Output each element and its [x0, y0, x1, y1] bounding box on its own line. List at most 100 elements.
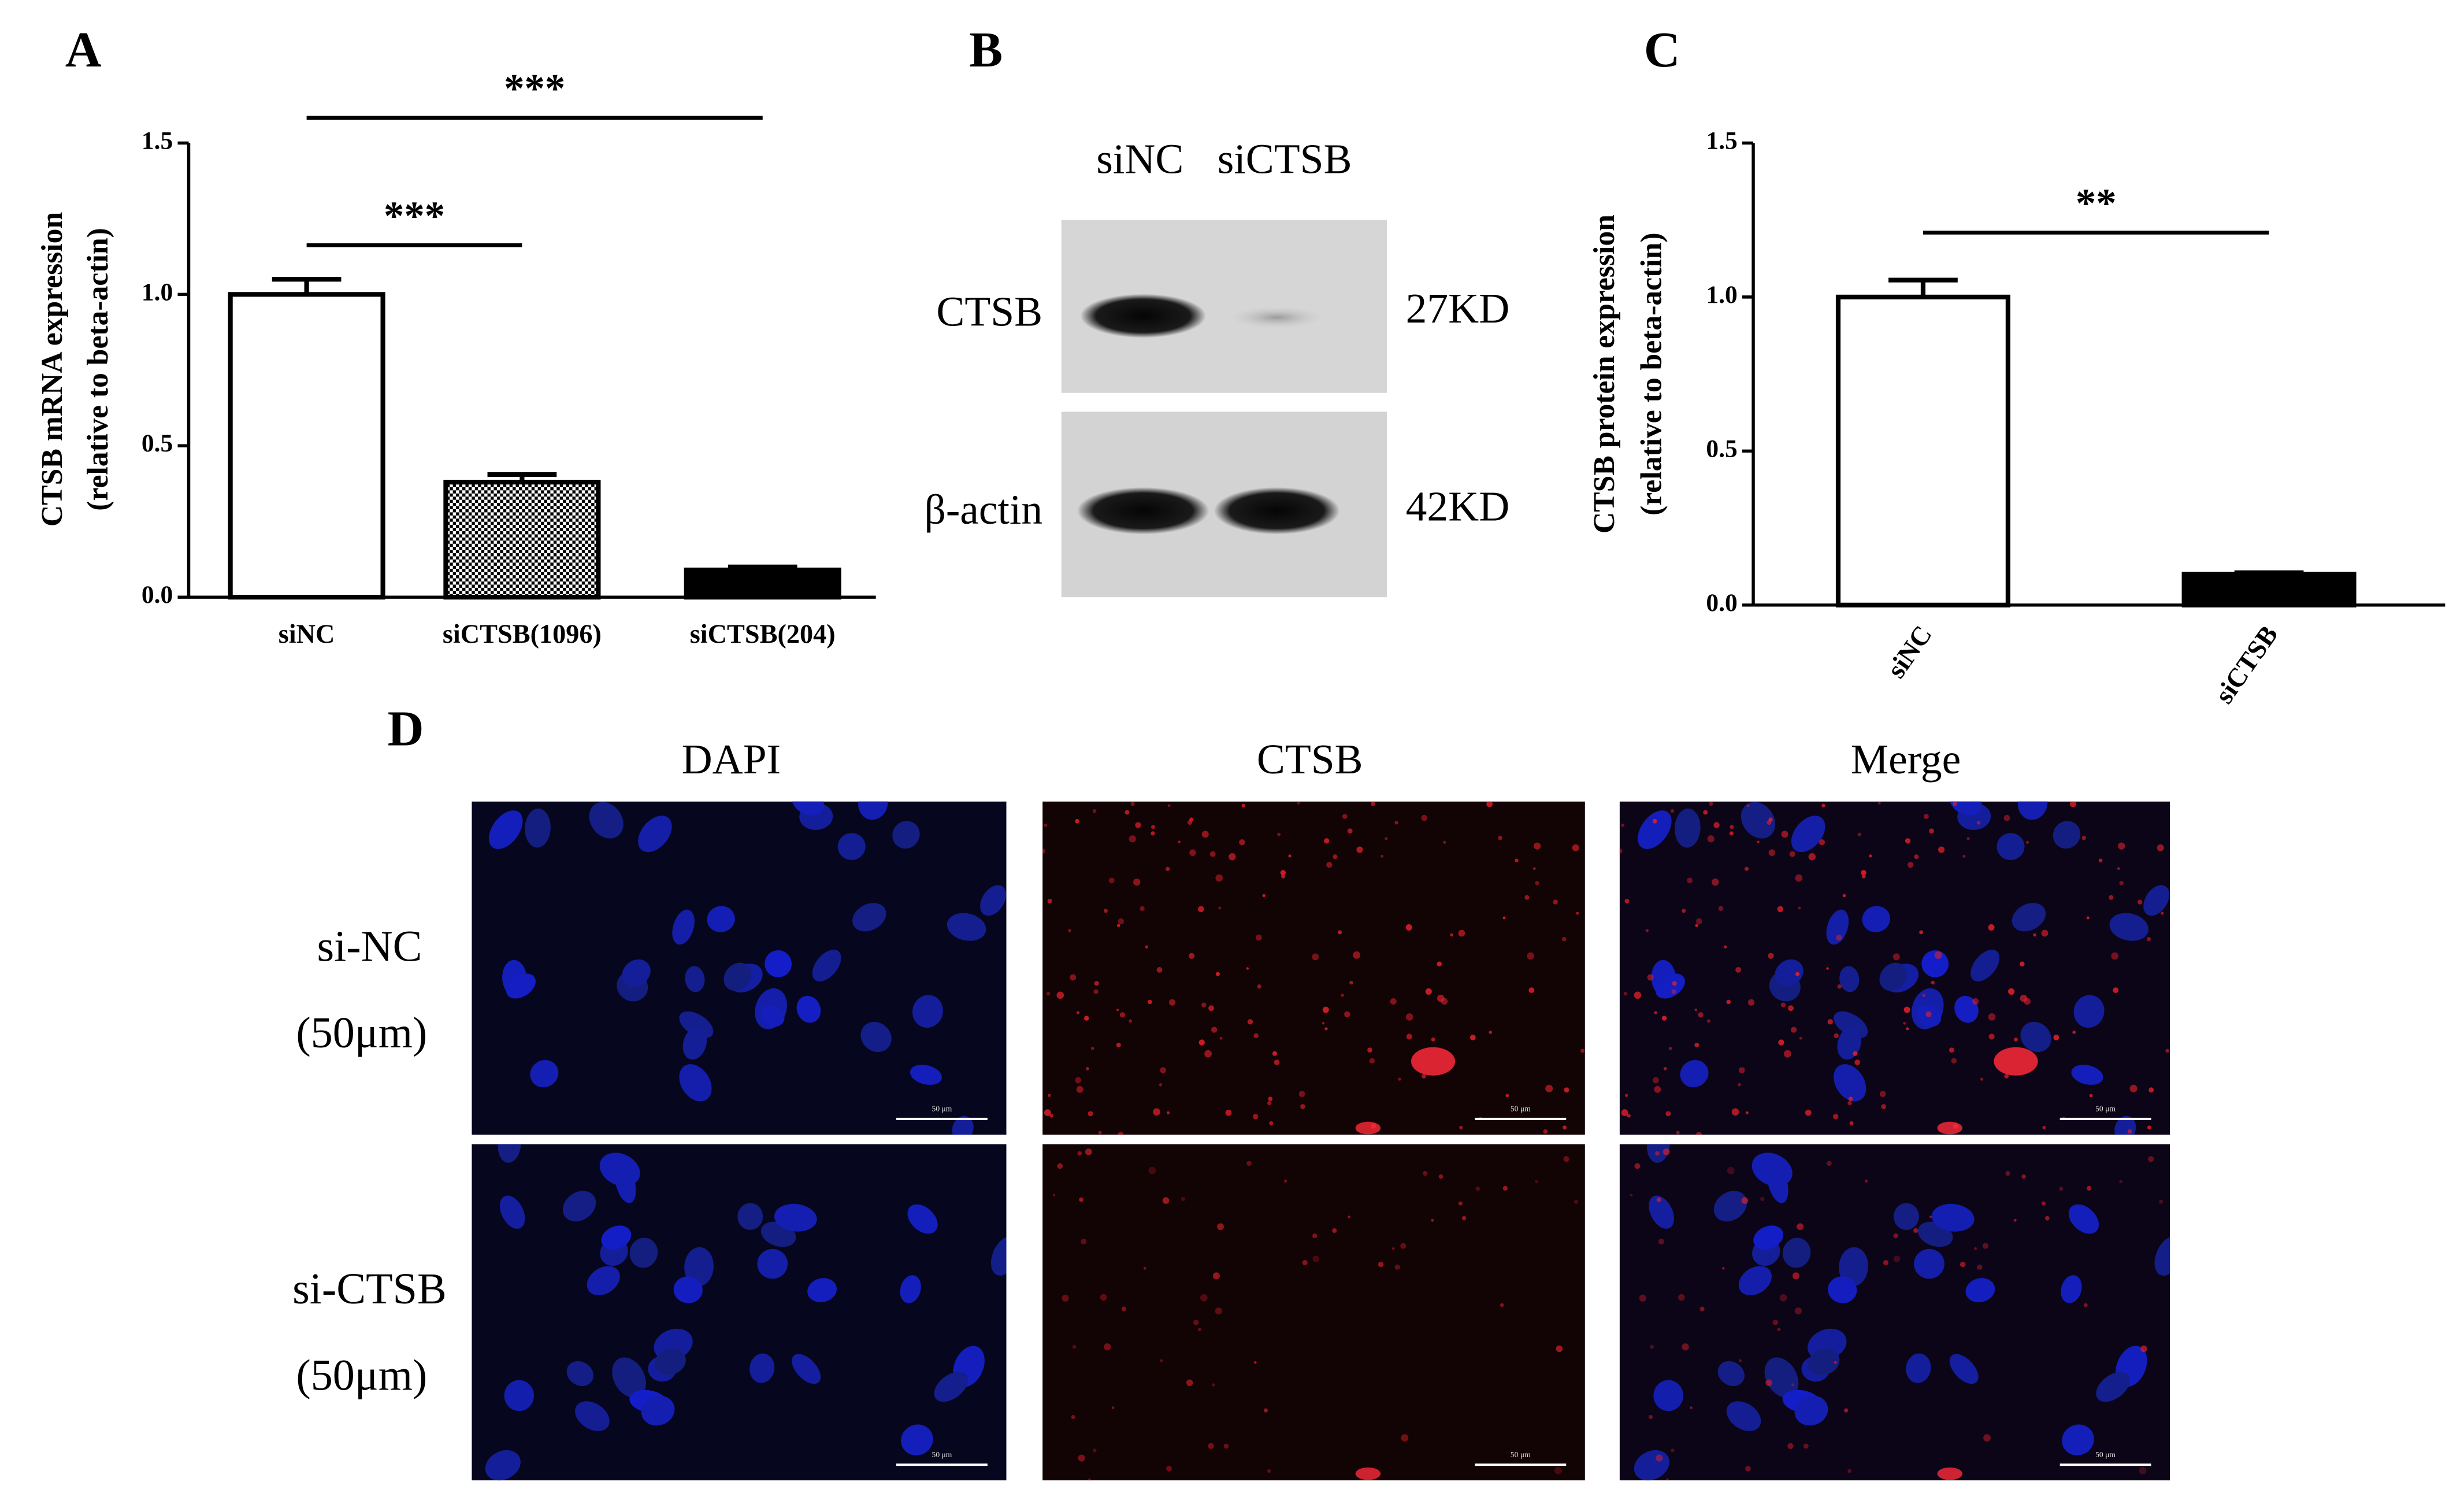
nucleus — [575, 1401, 610, 1431]
ctsb-signal — [1431, 1218, 1434, 1222]
ctsb-signal — [1738, 1067, 1745, 1073]
nucleus — [1828, 1276, 1857, 1303]
panel-label: D — [388, 701, 424, 757]
nucleus — [837, 833, 866, 860]
nucleus — [912, 995, 943, 1028]
nucleus — [737, 1203, 763, 1230]
ctsb-signal — [1535, 1180, 1539, 1184]
ctsb-signal — [2081, 835, 2086, 840]
ctsb-signal — [1682, 1343, 1689, 1351]
ctsb-signal — [1665, 1111, 1671, 1117]
ctsb-signal — [1949, 1047, 1954, 1053]
ctsb-signal — [1268, 1096, 1273, 1102]
ctsb-signal — [1421, 814, 1428, 821]
ctsb-signal — [1982, 1243, 1988, 1249]
ctsb-signal — [1076, 1011, 1080, 1014]
y-tick-label: 1.0 — [1706, 281, 1737, 309]
nucleus — [562, 1191, 596, 1222]
ctsb-signal — [1405, 1013, 1413, 1021]
ctsb-signal — [1166, 1111, 1170, 1114]
y-tick-label: 1.5 — [1706, 127, 1737, 154]
ctsb-signal — [1670, 809, 1675, 813]
ctsb-signal — [1070, 974, 1077, 981]
nucleus — [2017, 801, 2048, 820]
ctsb-signal — [1068, 929, 1071, 932]
ctsb-signal — [2072, 1031, 2076, 1034]
ctsb-signal — [1241, 803, 1245, 807]
ctsb-signal — [1690, 1406, 1693, 1409]
ctsb-signal — [1757, 840, 1760, 843]
nucleus — [2073, 995, 2105, 1028]
nucleus — [812, 950, 841, 981]
nucleus — [1931, 1203, 1975, 1232]
nucleus — [791, 801, 825, 816]
column-title: DAPI — [682, 736, 781, 783]
nucleus — [530, 1059, 559, 1088]
ctsb-signal — [1422, 1074, 1426, 1079]
ctsb-signal — [1980, 1077, 1984, 1081]
nucleus — [638, 816, 672, 853]
ctsb-signal — [1197, 906, 1204, 913]
ctsb-signal — [1302, 1259, 1308, 1265]
row-label: si-NC — [317, 922, 422, 970]
ctsb-signal — [1209, 851, 1216, 857]
ctsb-signal — [1044, 823, 1048, 827]
micrograph: 50 μm — [1042, 801, 1585, 1135]
ctsb-signal — [2127, 1129, 2132, 1134]
ctsb-signal — [1247, 1019, 1253, 1025]
micrograph: 50 μm — [1619, 801, 2170, 1135]
ctsb-signal — [2024, 998, 2031, 1005]
ctsb-signal — [1405, 924, 1412, 931]
ctsb-signal — [1994, 1047, 2038, 1076]
ctsb-signal — [1215, 1307, 1222, 1315]
ctsb-signal — [1225, 1109, 1232, 1116]
nucleus — [2020, 1021, 2051, 1053]
ctsb-signal — [1167, 804, 1171, 807]
ctsb-signal — [1470, 1034, 1476, 1040]
ctsb-signal — [1353, 951, 1361, 959]
ctsb-signal — [1262, 894, 1266, 898]
ctsb-signal — [1283, 1179, 1287, 1183]
ctsb-signal — [1879, 1091, 1886, 1097]
nucleus — [757, 1249, 788, 1279]
nucleus — [1914, 1249, 1945, 1279]
ctsb-signal — [1398, 1077, 1401, 1081]
ctsb-signal — [1797, 1223, 1804, 1231]
ctsb-signal — [1046, 991, 1051, 996]
nucleus — [2062, 1424, 2094, 1455]
ctsb-signal — [1162, 1197, 1170, 1204]
ctsb-signal — [1937, 1467, 1962, 1480]
ctsb-signal — [1792, 1272, 1799, 1280]
nucleus — [504, 1380, 535, 1412]
nucleus — [1921, 950, 1949, 977]
nucleus — [907, 1204, 938, 1234]
ctsb-signal — [1208, 1005, 1215, 1012]
ctsb-signal — [1145, 945, 1149, 949]
nucleus — [1649, 1195, 1674, 1229]
ctsb-signal — [1670, 1448, 1675, 1453]
ctsb-signal — [1545, 1084, 1553, 1092]
ctsb-signal — [1505, 1094, 1509, 1098]
ctsb-signal — [1204, 1050, 1212, 1058]
nucleus — [2096, 1372, 2130, 1402]
ctsb-signal — [1189, 817, 1194, 822]
blot-row-label: CTSB — [936, 288, 1042, 335]
ctsb-signal — [1153, 1108, 1160, 1116]
ctsb-signal — [1842, 894, 1846, 898]
ctsb-signal — [1223, 1443, 1229, 1449]
ctsb-signal — [1634, 1163, 1641, 1169]
ctsb-signal — [1322, 1006, 1329, 1013]
ctsb-signal — [1562, 936, 1567, 942]
blot-band — [1077, 487, 1209, 535]
ctsb-signal — [1672, 981, 1677, 986]
ctsb-signal — [1834, 1033, 1839, 1039]
nucleus — [901, 1424, 933, 1455]
ctsb-signal — [1772, 1320, 1779, 1325]
nucleus — [1782, 1238, 1811, 1268]
ctsb-signal — [1118, 1131, 1124, 1135]
scale-bar-label: 50 μm — [932, 1105, 952, 1113]
ctsb-signal — [1297, 802, 1300, 805]
nucleus — [506, 973, 536, 999]
ctsb-signal — [1574, 1199, 1579, 1204]
ctsb-signal — [1543, 1129, 1548, 1134]
